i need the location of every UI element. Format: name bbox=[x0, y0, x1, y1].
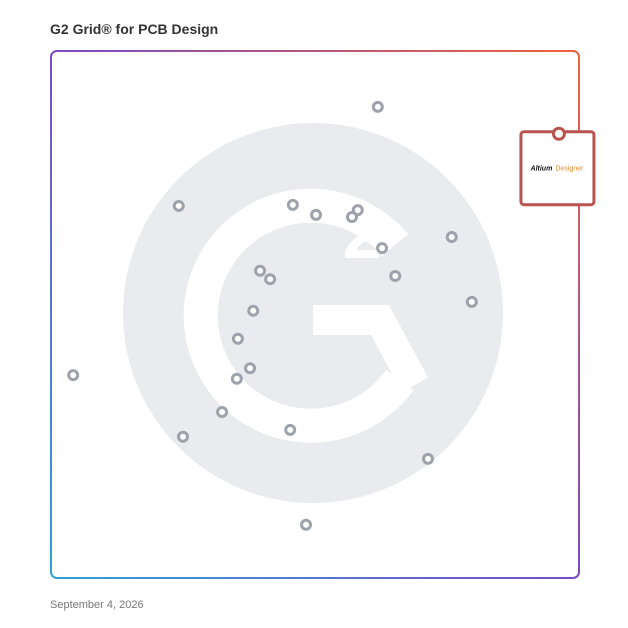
product-point bbox=[371, 100, 384, 113]
product-point bbox=[300, 518, 313, 531]
product-point bbox=[389, 270, 402, 283]
product-point bbox=[244, 362, 257, 375]
product-point bbox=[465, 295, 478, 308]
product-point bbox=[177, 430, 189, 443]
product-point bbox=[284, 423, 297, 436]
chart-title: G2 Grid® for PCB Design bbox=[50, 21, 218, 37]
product-point bbox=[421, 452, 434, 465]
product-point bbox=[345, 211, 358, 224]
product-point bbox=[216, 405, 229, 418]
date: September 4, 2026 bbox=[50, 599, 144, 611]
product-point bbox=[445, 231, 458, 244]
product-point bbox=[247, 304, 260, 317]
product-point bbox=[67, 369, 80, 382]
product-point bbox=[310, 208, 323, 221]
highlight-point bbox=[551, 126, 566, 141]
product-point bbox=[254, 264, 267, 277]
product-point bbox=[172, 199, 185, 212]
product-point bbox=[264, 273, 277, 286]
watermark: 2 bbox=[123, 123, 503, 503]
logo-word: Altium bbox=[530, 166, 553, 173]
product-point bbox=[230, 372, 243, 385]
logo-word: Designer bbox=[555, 166, 584, 173]
product-logo: Altium Designer bbox=[530, 166, 584, 173]
product-point bbox=[376, 242, 389, 255]
product-point bbox=[286, 198, 299, 211]
product-point bbox=[231, 332, 244, 345]
